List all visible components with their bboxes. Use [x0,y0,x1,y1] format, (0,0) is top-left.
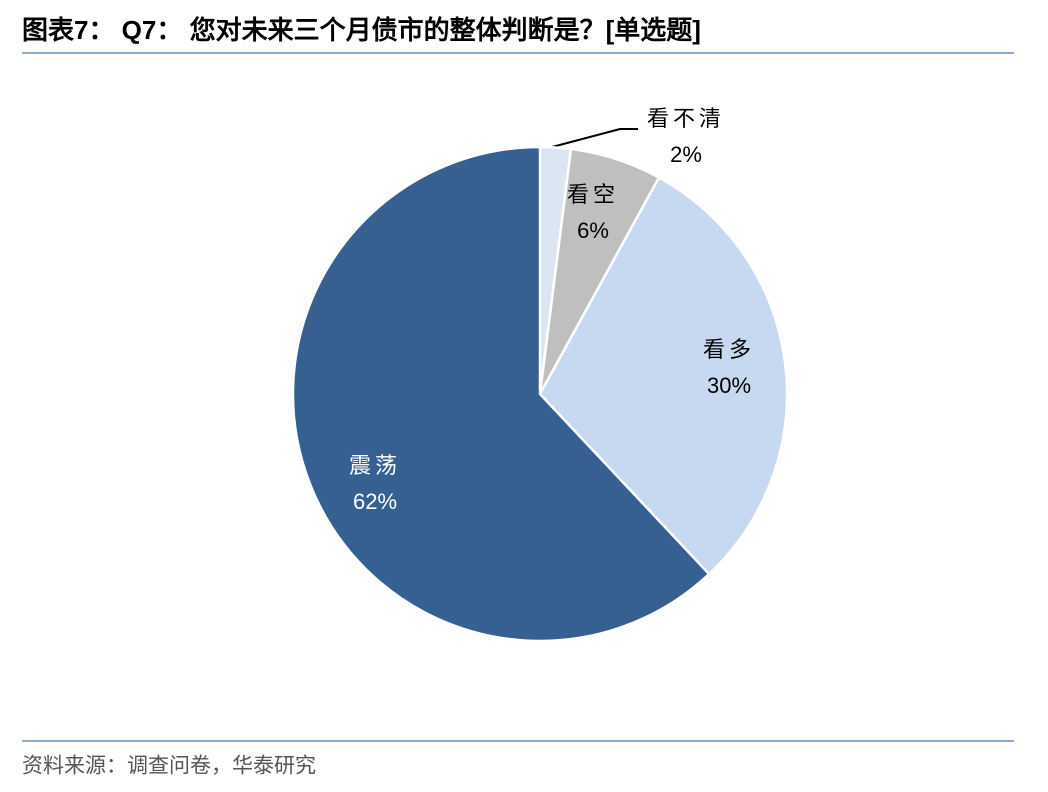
slice-label: 看空 [567,182,619,207]
pie-slice [538,175,789,576]
source: 资料来源：调查问卷，华泰研究 [22,755,316,778]
slice-label: 看多 [703,337,755,362]
leader-line [551,128,638,148]
slice-label: 震荡 [349,453,401,478]
chart-title: 图表7： Q7： 您对未来三个月债市的整体判断是？[单选题] [22,15,701,45]
value-label: 62% [353,489,397,514]
value-label: 30% [707,373,751,398]
pie-slice [291,145,711,643]
value-label: 6% [577,218,609,243]
value-label: 2% [670,142,702,167]
slice-label: 看不清 [647,106,725,131]
